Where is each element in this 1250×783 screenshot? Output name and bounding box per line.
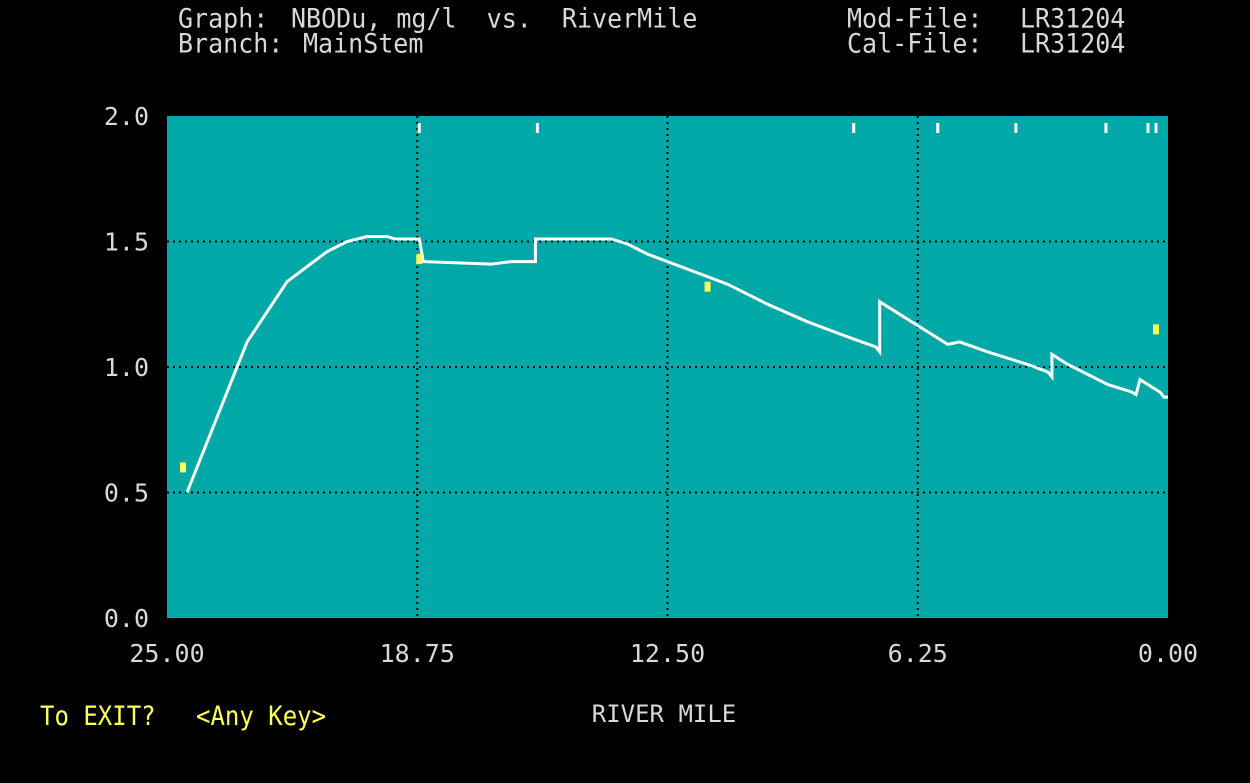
reach-markers	[417, 123, 1158, 133]
y-tick-label: 0.0	[104, 604, 149, 633]
branch-name: MainStem	[303, 28, 424, 59]
cal-file-name: LR31204	[1020, 28, 1126, 59]
model-series-line	[185, 235, 1168, 494]
y-tick-label: 1.5	[104, 228, 149, 257]
x-tick-label: 25.00	[129, 639, 204, 668]
mod-file-label: Mod-File:	[847, 3, 983, 34]
branch-label: Branch:	[178, 28, 284, 59]
graph-label: Graph:	[178, 3, 269, 34]
reach-marker	[1146, 123, 1150, 133]
exit-prompt: To EXIT?	[40, 700, 156, 732]
gridlines	[167, 116, 1168, 618]
x-tick-label: 6.25	[888, 639, 948, 668]
cal-file-label: Cal-File:	[847, 28, 983, 59]
y-axis-ticks: 0.0 0.5 1.0 1.5 2.0	[104, 102, 149, 633]
y-tick-label: 1.0	[104, 353, 149, 382]
reach-marker	[1154, 123, 1158, 133]
reach-marker	[1014, 123, 1018, 133]
observed-point	[416, 254, 423, 265]
x-tick-label: 18.75	[380, 639, 455, 668]
observed-point	[180, 462, 187, 473]
mod-file-name: LR31204	[1020, 3, 1126, 34]
reach-marker	[936, 123, 940, 133]
x-tick-label: 0.00	[1138, 639, 1198, 668]
graph-title: NBODu, mg/l vs. RiverMile	[291, 3, 698, 34]
exit-hint[interactable]: <Any Key>	[196, 700, 327, 732]
reach-marker	[417, 123, 421, 133]
observed-point	[1152, 324, 1159, 335]
reach-marker	[852, 123, 856, 133]
observed-point	[704, 281, 711, 292]
x-axis-ticks: 25.00 18.75 12.50 6.25 0.00	[129, 639, 1198, 668]
observed-points	[180, 254, 1159, 473]
x-tick-label: 12.50	[630, 639, 705, 668]
reach-marker	[535, 123, 539, 133]
y-tick-label: 0.5	[104, 479, 149, 508]
x-axis-label: RIVER MILE	[592, 700, 737, 728]
reach-marker	[1104, 123, 1108, 133]
y-tick-label: 2.0	[104, 102, 149, 131]
